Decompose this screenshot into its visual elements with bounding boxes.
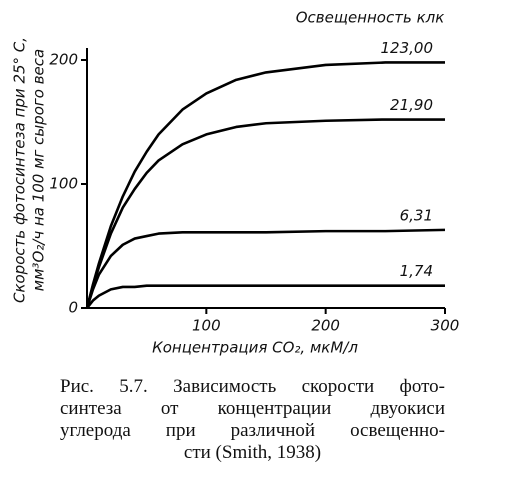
line [85, 118, 445, 309]
y-axis-label: Скорость фотосинтеза при 25° С, [11, 37, 29, 303]
line [85, 284, 445, 309]
series-label: 123,00 [381, 39, 434, 57]
caption-line: синтеза от концентрации двуокиси [60, 398, 445, 419]
series-label: 6,31 [400, 206, 433, 224]
y-tick-label: 200 [49, 51, 78, 69]
x-tick-label: 100 [192, 317, 221, 335]
x-tick-label: 300 [431, 317, 460, 335]
series-label: 21,90 [390, 96, 433, 114]
y-tick-label: 0 [68, 299, 78, 317]
chart: Освещенность клк Скорость фотосинтеза пр… [11, 9, 460, 357]
line [85, 61, 445, 309]
caption-line: Рис. 5.7. Зависимость скорости фото- [60, 376, 445, 397]
y-tick-label: 100 [49, 175, 78, 193]
caption-line: углерода при различной освещенно- [60, 420, 445, 441]
x-tick-label: 200 [311, 317, 340, 335]
series-label: 1,74 [400, 262, 433, 280]
y-axis-label: мм³O₂/ч на 100 мг сырого веса [30, 49, 48, 291]
legend-title: Освещенность клк [296, 9, 445, 27]
x-axis-label: Концентрация CO₂, мкМ/л [152, 339, 358, 357]
caption-line: сти (Smith, 1938) [183, 442, 322, 463]
line [85, 228, 446, 309]
